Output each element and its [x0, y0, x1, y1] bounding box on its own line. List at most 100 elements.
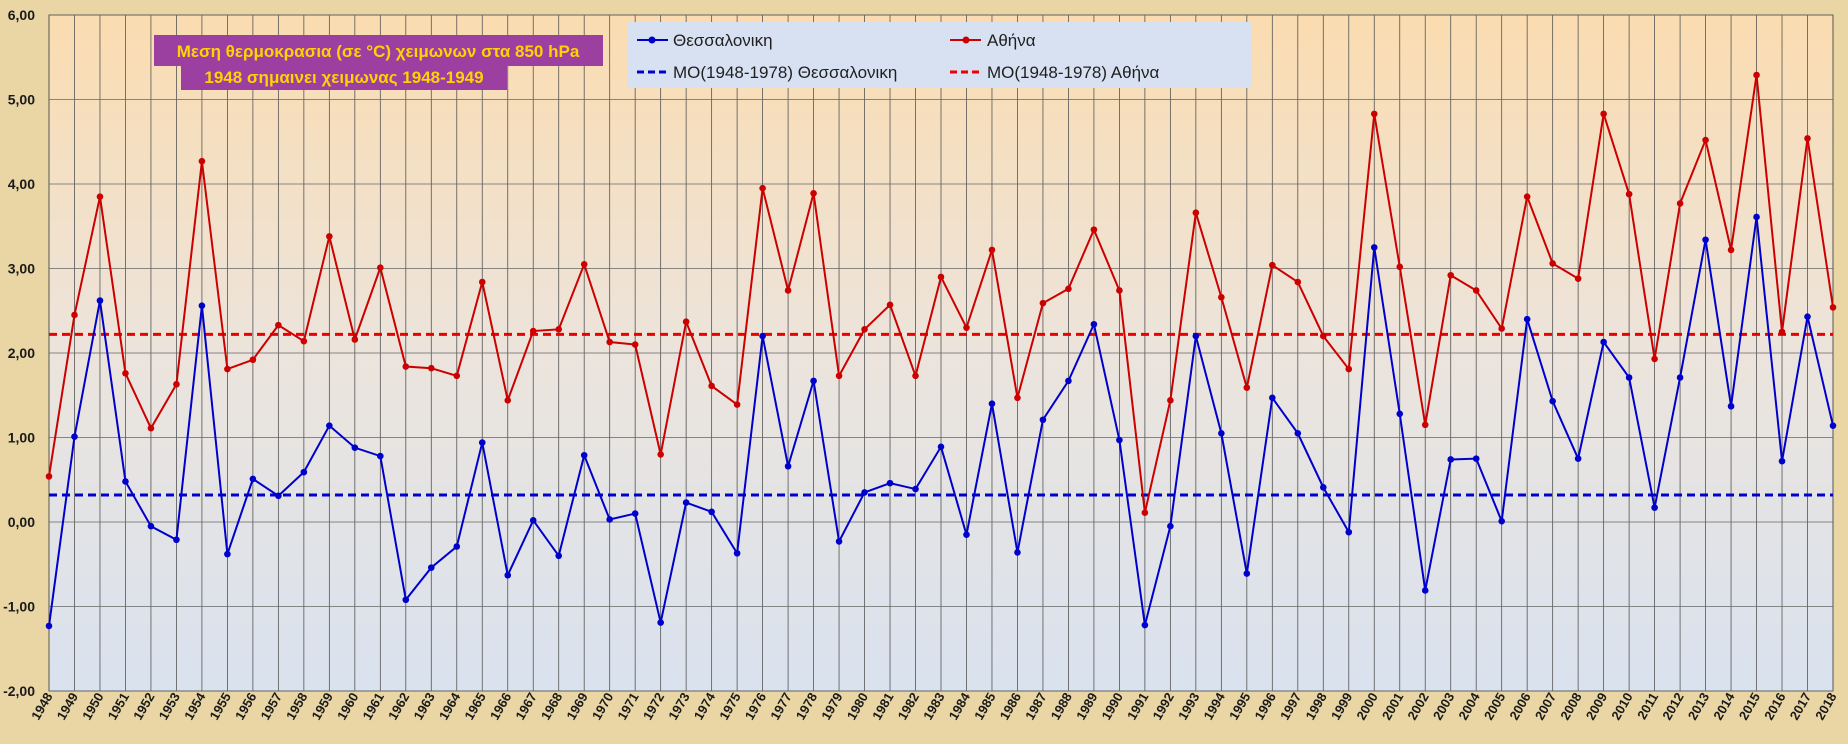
data-point-0-2011: [1651, 504, 1658, 511]
data-point-1-1974: [708, 382, 715, 390]
data-point-1-1983: [937, 273, 945, 281]
y-tick-label: -1,00: [3, 599, 35, 615]
data-point-1-1976: [759, 184, 766, 192]
x-tick-label-1990: 1990: [1099, 690, 1126, 723]
data-point-0-1991: [1141, 621, 1149, 629]
data-point-0-1999: [1345, 528, 1353, 536]
x-tick-label-1967: 1967: [512, 690, 539, 723]
data-point-0-1990: [1116, 436, 1123, 444]
x-tick-label-1949: 1949: [54, 690, 81, 723]
legend-item-athina: Αθήνα: [950, 31, 1036, 50]
data-point-1-2012: [1676, 200, 1684, 207]
x-tick-label-1956: 1956: [232, 690, 259, 723]
data-point-0-1986: [1014, 549, 1021, 556]
chart-title-block: Μεση θερμοκρασια (σε °C) χειμωνων στα 85…: [154, 35, 603, 90]
legend-item-mean-athina: ΜΟ(1948-1978) Αθήνα: [950, 63, 1160, 82]
data-point-1-1991: [1141, 509, 1149, 517]
data-point-0-1950: [96, 297, 104, 304]
data-point-1-2015: [1753, 71, 1760, 79]
data-point-1-1981: [886, 301, 894, 309]
data-point-0-1977: [784, 462, 792, 470]
data-point-0-2007: [1549, 397, 1556, 405]
x-tick-label-1961: 1961: [359, 690, 386, 723]
x-tick-label-2005: 2005: [1481, 690, 1508, 723]
data-point-0-1989: [1090, 320, 1098, 328]
data-point-0-1958: [300, 468, 308, 476]
series-layer: [45, 71, 1837, 630]
x-tick-label-1973: 1973: [665, 690, 692, 723]
x-tick-label-1984: 1984: [946, 689, 974, 722]
data-point-0-1965: [478, 439, 486, 446]
data-point-1-2016: [1778, 328, 1786, 336]
data-point-1-1967: [529, 327, 537, 335]
data-point-1-1984: [963, 324, 970, 331]
data-point-1-1998: [1319, 332, 1327, 340]
x-tick-label-1988: 1988: [1048, 690, 1075, 723]
data-point-1-2003: [1447, 271, 1455, 279]
data-point-0-1981: [886, 479, 894, 487]
x-tick-label-1966: 1966: [487, 690, 514, 723]
data-point-0-1962: [402, 596, 410, 604]
x-axis-ticks: 1948194919501951195219531954195519561957…: [28, 689, 1839, 722]
data-point-1-1993: [1192, 209, 1200, 217]
data-point-0-2017: [1804, 313, 1811, 320]
chart-subtitle: 1948 σημαινει χειμωνας 1948-1949: [204, 68, 483, 87]
data-point-0-1993: [1192, 332, 1200, 340]
subtitle-background: [181, 63, 507, 90]
data-point-1-1957: [275, 321, 282, 329]
y-tick-label: 2,00: [8, 345, 35, 361]
legend-item-thessaloniki: Θεσσαλονικη: [637, 31, 773, 50]
data-point-0-1978: [810, 377, 817, 385]
x-tick-label-2009: 2009: [1583, 690, 1610, 723]
x-tick-label-1969: 1969: [563, 690, 590, 723]
data-point-0-2005: [1498, 517, 1505, 525]
x-tick-label-1970: 1970: [589, 690, 616, 723]
x-tick-label-1957: 1957: [258, 690, 285, 723]
data-point-0-1949: [71, 433, 78, 440]
data-point-1-1994: [1218, 293, 1225, 301]
data-point-0-1957: [275, 492, 282, 500]
data-point-0-2001: [1396, 410, 1404, 418]
data-point-1-1990: [1116, 287, 1123, 294]
data-point-1-1965: [478, 278, 486, 286]
title-background: [154, 35, 603, 66]
data-point-1-1961: [377, 264, 384, 271]
data-point-0-1995: [1243, 570, 1251, 577]
x-tick-label-2012: 2012: [1659, 690, 1686, 723]
data-point-0-1959: [326, 422, 333, 429]
x-tick-label-1981: 1981: [869, 690, 896, 723]
x-tick-label-2004: 2004: [1455, 689, 1483, 722]
x-tick-label-1959: 1959: [308, 690, 335, 723]
data-point-1-1975: [733, 401, 741, 408]
y-tick-label: -2,00: [3, 683, 35, 699]
x-tick-label-1997: 1997: [1277, 690, 1304, 723]
data-point-1-2002: [1421, 421, 1429, 429]
data-point-1-2008: [1574, 275, 1582, 282]
x-tick-label-1999: 1999: [1328, 690, 1355, 723]
legend: Θεσσαλονικη Αθήνα ΜΟ(1948-1978) Θεσσαλον…: [627, 22, 1252, 88]
x-tick-label-1954: 1954: [181, 689, 209, 722]
data-point-0-1975: [733, 549, 741, 557]
y-tick-label: 0,00: [8, 514, 35, 530]
data-point-0-1968: [555, 552, 563, 560]
x-tick-label-1960: 1960: [334, 690, 361, 723]
data-point-1-2001: [1396, 263, 1404, 271]
x-tick-label-2000: 2000: [1353, 690, 1380, 723]
x-tick-label-1978: 1978: [793, 690, 820, 723]
x-tick-label-1987: 1987: [1022, 690, 1049, 723]
data-point-1-1970: [606, 338, 613, 346]
x-tick-label-1950: 1950: [79, 690, 106, 723]
data-point-1-1973: [682, 318, 690, 326]
data-point-0-2016: [1778, 457, 1786, 465]
data-point-1-2007: [1549, 260, 1556, 267]
data-point-1-2018: [1829, 304, 1837, 311]
data-point-1-1999: [1345, 365, 1353, 373]
data-point-0-2009: [1600, 338, 1607, 346]
x-tick-label-1975: 1975: [716, 690, 743, 723]
data-point-1-1987: [1039, 299, 1047, 307]
data-point-0-1982: [912, 485, 919, 493]
x-tick-label-1965: 1965: [461, 690, 488, 723]
x-tick-label-2016: 2016: [1761, 690, 1788, 723]
data-point-1-1964: [453, 372, 461, 380]
